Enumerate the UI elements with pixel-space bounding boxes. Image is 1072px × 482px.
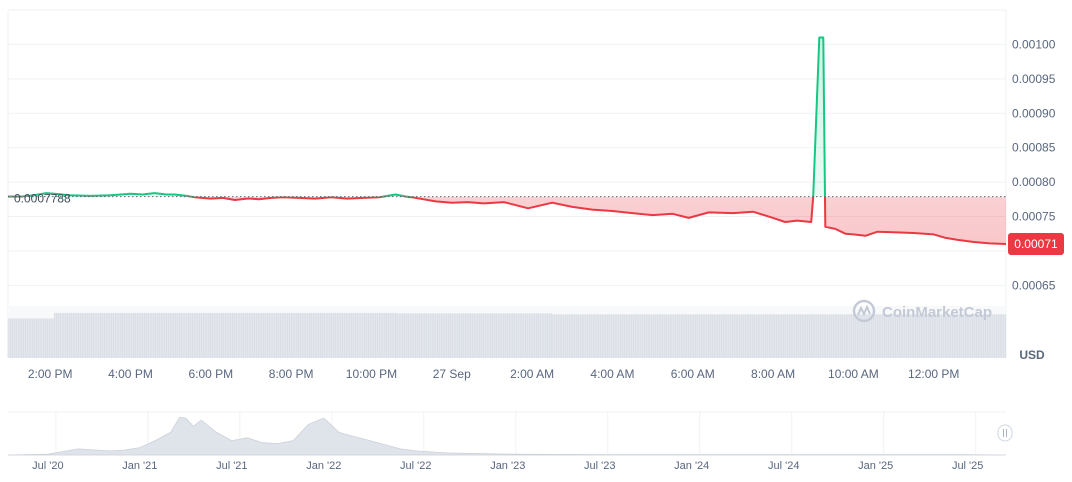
x-axis: 2:00 PM 4:00 PM 6:00 PM 8:00 PM 10:00 PM 27 S… bbox=[28, 367, 960, 381]
volume-bar bbox=[8, 318, 54, 358]
x-tick-label: 10:00 PM bbox=[346, 367, 397, 381]
navigator-tick-label: Jul '23 bbox=[584, 460, 615, 472]
x-tick-label: 6:00 AM bbox=[671, 367, 715, 381]
volume-bar bbox=[396, 313, 553, 358]
navigator-tick-label: Jul '21 bbox=[216, 460, 247, 472]
navigator-handle[interactable] bbox=[998, 425, 1012, 441]
area-below-reference bbox=[8, 38, 1006, 245]
watermark-text: CoinMarketCap bbox=[882, 304, 992, 321]
volume-bars bbox=[8, 306, 1006, 358]
y-tick-label: 0.00095 bbox=[1012, 72, 1056, 86]
x-tick-label: 8:00 PM bbox=[269, 367, 314, 381]
x-tick-label: 10:00 AM bbox=[828, 367, 879, 381]
y-tick-label: 0.00080 bbox=[1012, 175, 1056, 189]
x-tick-label: 12:00 PM bbox=[908, 367, 959, 381]
x-tick-label: 4:00 AM bbox=[590, 367, 634, 381]
y-tick-label: 0.00065 bbox=[1012, 278, 1056, 292]
range-navigator[interactable]: Jul '20 Jan '21 Jul '21 Jan '22 Jul '22 Jan '… bbox=[8, 412, 1012, 472]
x-tick-label: 27 Sep bbox=[433, 367, 471, 381]
x-tick-label: 2:00 PM bbox=[28, 367, 73, 381]
navigator-tick-label: Jul '22 bbox=[400, 460, 431, 472]
navigator-tick-label: Jan '25 bbox=[858, 460, 893, 472]
y-tick-label: 0.00085 bbox=[1012, 141, 1056, 155]
x-tick-label: 2:00 AM bbox=[510, 367, 554, 381]
currency-label: USD bbox=[1019, 348, 1045, 362]
reference-price-label: 0.0007788 bbox=[14, 192, 71, 206]
navigator-area bbox=[8, 417, 1006, 455]
x-tick-label: 6:00 PM bbox=[188, 367, 233, 381]
current-price-text: 0.00071 bbox=[1014, 237, 1058, 251]
x-tick-label: 4:00 PM bbox=[108, 367, 153, 381]
navigator-tick-label: Jul '20 bbox=[32, 460, 63, 472]
reference-price-text: 0.0007788 bbox=[14, 192, 71, 206]
navigator-tick-label: Jan '23 bbox=[490, 460, 525, 472]
y-tick-label: 0.00075 bbox=[1012, 210, 1056, 224]
navigator-tick-label: Jan '24 bbox=[674, 460, 709, 472]
navigator-tick-label: Jan '22 bbox=[306, 460, 341, 472]
y-tick-label: 0.00100 bbox=[1012, 37, 1056, 51]
navigator-tick-label: Jul '25 bbox=[952, 460, 983, 472]
y-tick-label: 0.00090 bbox=[1012, 106, 1056, 120]
area-fills bbox=[8, 38, 1006, 245]
x-tick-label: 8:00 AM bbox=[751, 367, 795, 381]
navigator-tick-label: Jan '21 bbox=[122, 460, 157, 472]
navigator-tick-label: Jul '24 bbox=[768, 460, 799, 472]
current-price-badge: 0.00071 bbox=[1008, 233, 1064, 255]
